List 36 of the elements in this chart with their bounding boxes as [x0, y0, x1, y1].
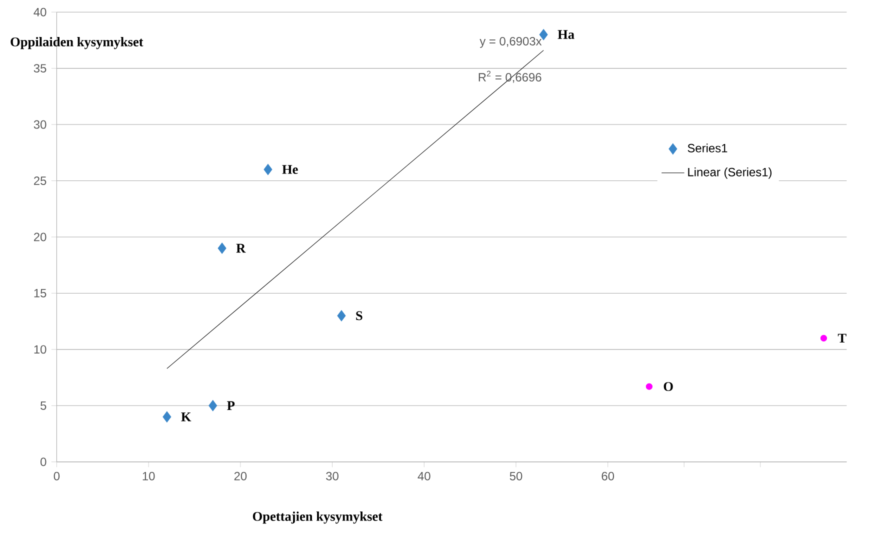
point [820, 334, 828, 342]
annotation: T [838, 334, 846, 343]
annotation: P [227, 401, 235, 410]
point [162, 411, 172, 423]
annotation: S [356, 311, 362, 320]
y-tick-label: 0 [40, 458, 46, 466]
x-tick-label: 10 [142, 472, 155, 480]
y-tick-label: 25 [34, 176, 46, 186]
x-tick-label: 0 [54, 472, 60, 480]
annotation: Ha [558, 30, 574, 40]
x-tick-label: 60 [602, 472, 614, 480]
legend-label: Series1 [688, 144, 728, 152]
x-tick-label: 40 [418, 472, 430, 480]
x-tick-label: 50 [510, 472, 522, 480]
y-tick-label: 35 [34, 64, 46, 73]
x-tick-label: 20 [234, 472, 247, 480]
annotation: R [236, 244, 246, 253]
point [646, 383, 653, 390]
x-tick-label: 30 [326, 472, 338, 480]
annotation: He [282, 165, 298, 174]
y-tick-label: 15 [34, 289, 46, 298]
y-tick-label: 40 [34, 8, 46, 16]
annotation: K [181, 412, 192, 422]
point [218, 242, 226, 254]
y-tick-label: 30 [34, 120, 46, 129]
y-tick-label: 20 [34, 232, 46, 242]
y-tick-label: 5 [40, 402, 46, 410]
point [337, 310, 346, 322]
point [264, 164, 272, 176]
y-tick-label: 10 [34, 345, 46, 354]
y-axis-title: Oppilaiden kysymykset [10, 37, 144, 50]
point [208, 400, 218, 412]
legend-label: Linear (Series1) [688, 168, 772, 179]
x-axis-title: Opettajien kysymykset [252, 512, 382, 524]
annotation: y = 0,6903x [480, 37, 542, 48]
annotation: O [664, 382, 673, 392]
